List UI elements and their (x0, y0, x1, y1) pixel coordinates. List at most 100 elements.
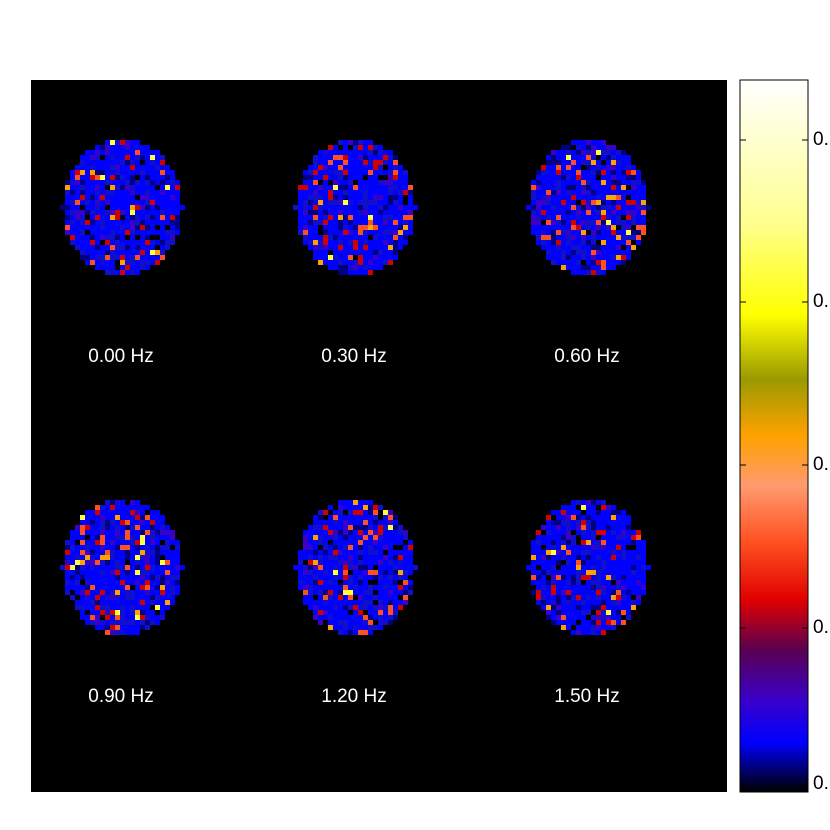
pixel (140, 240, 145, 245)
pixel (621, 160, 626, 165)
pixel (90, 260, 95, 265)
pixel (393, 155, 398, 160)
pixel (363, 260, 368, 265)
pixel (621, 155, 626, 160)
pixel (626, 595, 631, 600)
pixel (170, 225, 175, 230)
pixel (323, 160, 328, 165)
colorbar-tick-label: 0. (813, 129, 829, 150)
pixel (596, 530, 601, 535)
pixel (70, 195, 75, 200)
pixel (626, 240, 631, 245)
pixel (368, 610, 373, 615)
pixel (576, 595, 581, 600)
pixel (95, 605, 100, 610)
pixel (115, 145, 120, 150)
pixel (571, 515, 576, 520)
pixel (363, 160, 368, 165)
pixel (601, 185, 606, 190)
pixel (165, 230, 170, 235)
pixel (358, 245, 363, 250)
pixel (398, 560, 403, 565)
pixel (105, 150, 110, 155)
pixel (338, 530, 343, 535)
pixel (85, 565, 90, 570)
pixel (561, 595, 566, 600)
pixel (100, 580, 105, 585)
pixel (393, 255, 398, 260)
pixel (343, 230, 348, 235)
pixel (125, 210, 130, 215)
pixel (130, 240, 135, 245)
pixel (75, 205, 80, 210)
pixel (348, 575, 353, 580)
pixel (611, 550, 616, 555)
pixel (626, 160, 631, 165)
pixel (561, 150, 566, 155)
pixel (170, 535, 175, 540)
pixel (293, 205, 298, 210)
pixel (125, 165, 130, 170)
pixel (343, 615, 348, 620)
pixel (140, 265, 145, 270)
pixel (145, 595, 150, 600)
pixel (80, 585, 85, 590)
pixel (616, 600, 621, 605)
pixel (130, 180, 135, 185)
pixel (576, 525, 581, 530)
pixel (348, 600, 353, 605)
pixel (383, 530, 388, 535)
pixel (110, 230, 115, 235)
pixel (90, 595, 95, 600)
pixel (85, 175, 90, 180)
pixel (378, 215, 383, 220)
pixel (318, 240, 323, 245)
pixel (403, 190, 408, 195)
pixel (348, 545, 353, 550)
pixel (541, 605, 546, 610)
pixel (546, 590, 551, 595)
pixel (140, 525, 145, 530)
pixel (626, 215, 631, 220)
pixel (90, 180, 95, 185)
pixel (130, 195, 135, 200)
pixel (536, 535, 541, 540)
pixel (388, 165, 393, 170)
pixel (150, 240, 155, 245)
pixel (160, 185, 165, 190)
pixel (343, 590, 348, 595)
pixel (80, 550, 85, 555)
pixel (140, 155, 145, 160)
pixel (403, 235, 408, 240)
pixel (125, 250, 130, 255)
pixel (591, 145, 596, 150)
pixel (641, 180, 646, 185)
pixel (611, 165, 616, 170)
pixel (358, 590, 363, 595)
pixel (105, 630, 110, 635)
pixel (85, 225, 90, 230)
pixel (348, 220, 353, 225)
pixel (393, 175, 398, 180)
pixel (120, 620, 125, 625)
pixel (160, 585, 165, 590)
pixel (566, 195, 571, 200)
pixel (343, 205, 348, 210)
pixel (145, 210, 150, 215)
pixel (70, 220, 75, 225)
pixel (65, 590, 70, 595)
pixel (80, 165, 85, 170)
pixel (318, 585, 323, 590)
pixel (601, 220, 606, 225)
pixel (636, 585, 641, 590)
pixel (358, 190, 363, 195)
pixel (343, 250, 348, 255)
pixel (75, 235, 80, 240)
pixel (353, 205, 358, 210)
pixel (398, 245, 403, 250)
pixel (75, 180, 80, 185)
pixel (318, 575, 323, 580)
pixel (105, 225, 110, 230)
pixel (145, 555, 150, 560)
pixel (135, 155, 140, 160)
